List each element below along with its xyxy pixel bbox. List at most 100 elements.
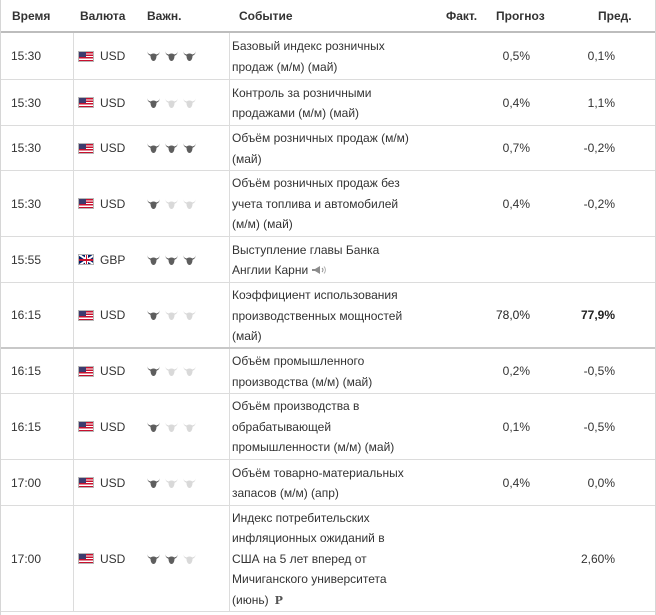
currency-cell: USD xyxy=(78,141,125,155)
currency-code: GBP xyxy=(100,252,126,267)
importance-rating xyxy=(146,421,200,433)
column-divider xyxy=(73,283,74,347)
column-divider xyxy=(73,394,74,459)
column-divider xyxy=(229,349,230,393)
importance-rating xyxy=(146,254,200,266)
importance-rating xyxy=(146,50,200,62)
table-row[interactable]: 15:55 GBP Выступление главы Банка Англии Ка… xyxy=(1,237,655,283)
bull-icon-inactive xyxy=(164,97,179,109)
event-title[interactable]: Выступление главы Банка Англии Карни xyxy=(232,240,432,282)
currency-code: USD xyxy=(100,419,126,434)
forecast-value: 0,4% xyxy=(502,196,530,211)
event-time: 17:00 xyxy=(11,551,42,566)
importance-rating xyxy=(146,309,200,321)
us-flag-icon xyxy=(78,50,94,62)
event-title-line: промышленности (м/м) (май) xyxy=(232,440,395,455)
previous-value: -0,5% xyxy=(583,419,615,434)
event-title-text: Англии Карни xyxy=(232,263,309,277)
bull-icon-inactive xyxy=(164,309,179,321)
event-title[interactable]: Коэффициент использования производственны… xyxy=(232,285,432,347)
table-row[interactable]: 15:30 USD Объём розничных продаж (м/м) (май… xyxy=(1,126,655,171)
header-previous[interactable]: Пред. xyxy=(598,9,632,23)
header-event[interactable]: Событие xyxy=(239,9,293,23)
event-title-line: Коэффициент использования xyxy=(232,288,398,303)
bull-icon-active xyxy=(182,142,197,154)
column-divider xyxy=(73,126,74,170)
forecast-value: 0,7% xyxy=(502,141,530,155)
currency-code: USD xyxy=(100,49,126,63)
event-title[interactable]: Индекс потребительских инфляционных ожида… xyxy=(232,508,432,612)
us-flag-icon xyxy=(78,142,94,154)
event-title[interactable]: Объём производства в обрабатывающей промыш… xyxy=(232,396,432,458)
bull-icon-inactive xyxy=(164,198,179,210)
table-row[interactable]: 16:15 USD Объём промышленного производства … xyxy=(1,349,655,394)
bull-icon-active xyxy=(146,365,161,377)
event-time: 15:30 xyxy=(11,49,42,63)
event-title-line: Объём производства в xyxy=(232,399,360,414)
column-divider xyxy=(229,460,230,505)
event-title[interactable]: Базовый индекс розничных продаж (м/м) (ма… xyxy=(232,36,432,77)
event-title[interactable]: Объём розничных продаж без учета топлива … xyxy=(232,173,432,235)
previous-value: -0,2% xyxy=(583,196,615,211)
previous-value: -0,5% xyxy=(583,364,615,378)
event-title-line: продажами (м/м) (май) xyxy=(232,106,360,120)
column-divider xyxy=(229,394,230,459)
header-forecast[interactable]: Прогноз xyxy=(496,9,545,23)
table-row[interactable]: 15:30 USD Базовый индекс розничных продаж (… xyxy=(1,33,655,80)
table-row[interactable]: 17:00 USD Объём товарно-материальных запасо… xyxy=(1,460,655,506)
importance-rating xyxy=(146,97,200,109)
currency-cell: USD xyxy=(78,364,125,378)
importance-rating xyxy=(146,365,200,377)
bull-icon-active xyxy=(164,254,179,266)
event-title-line: запасов (м/м) (апр) xyxy=(232,486,339,500)
bull-icon-active xyxy=(182,50,197,62)
table-row[interactable]: 15:30 USD Контроль за розничными продажами … xyxy=(1,80,655,126)
event-time: 17:00 xyxy=(11,475,42,490)
previous-value: 1,1% xyxy=(587,95,615,110)
currency-code: USD xyxy=(100,551,126,566)
table-row[interactable]: 16:15 USD Объём производства в обрабатывающ… xyxy=(1,394,655,460)
us-flag-icon xyxy=(78,477,94,488)
event-title[interactable]: Объём промышленного производства (м/м) (м… xyxy=(232,351,432,392)
event-time: 16:15 xyxy=(11,364,42,378)
bull-icon-inactive xyxy=(182,553,197,565)
bull-icon-inactive xyxy=(182,421,197,433)
event-title[interactable]: Объём товарно-материальных запасов (м/м) … xyxy=(232,463,432,504)
table-row[interactable]: 15:30 USD Объём розничных продаж без учета … xyxy=(1,171,655,237)
bull-icon-active xyxy=(146,553,161,565)
column-divider xyxy=(73,506,74,611)
bull-icon-active xyxy=(164,142,179,154)
table-row[interactable]: 17:00 USD Индекс потребительских инфляционн… xyxy=(1,506,655,612)
event-title[interactable]: Объём розничных продаж (м/м) (май) xyxy=(232,128,432,169)
column-divider xyxy=(229,237,230,282)
bull-icon-inactive xyxy=(182,309,197,321)
forecast-value: 0,4% xyxy=(502,95,530,110)
header-currency[interactable]: Валюта xyxy=(80,9,126,23)
event-title[interactable]: Контроль за розничными продажами (м/м) (м… xyxy=(232,83,432,124)
preliminary-p-icon[interactable]: P xyxy=(274,593,283,607)
event-title-text: (июнь) xyxy=(232,592,269,607)
gb-flag-icon xyxy=(78,254,94,265)
event-title-line: Объём розничных продаж без xyxy=(232,176,400,191)
column-divider xyxy=(73,460,74,505)
currency-code: USD xyxy=(100,364,126,378)
header-importance[interactable]: Важн. xyxy=(147,9,182,23)
event-title-line: США на 5 лет вперед от xyxy=(232,551,367,566)
forecast-value: 0,2% xyxy=(502,364,530,378)
previous-value: 2,60% xyxy=(580,551,615,566)
header-actual[interactable]: Факт. xyxy=(446,9,478,23)
currency-code: USD xyxy=(100,308,126,322)
event-time: 15:55 xyxy=(11,252,42,267)
speaker-icon[interactable] xyxy=(311,261,327,282)
event-title-line: Объём товарно-материальных xyxy=(232,465,404,480)
us-flag-icon xyxy=(78,365,94,377)
importance-rating xyxy=(146,477,200,489)
header-time[interactable]: Время xyxy=(12,9,51,23)
actual-value: 78,0% xyxy=(495,308,530,322)
currency-code: USD xyxy=(100,141,126,155)
column-divider xyxy=(73,171,74,236)
event-title-line: инфляционных ожиданий в xyxy=(232,531,385,546)
table-row[interactable]: 16:15 USD Коэффициент использования произво… xyxy=(1,283,655,349)
forecast-value: 0,5% xyxy=(502,49,530,63)
us-flag-icon xyxy=(78,198,94,209)
